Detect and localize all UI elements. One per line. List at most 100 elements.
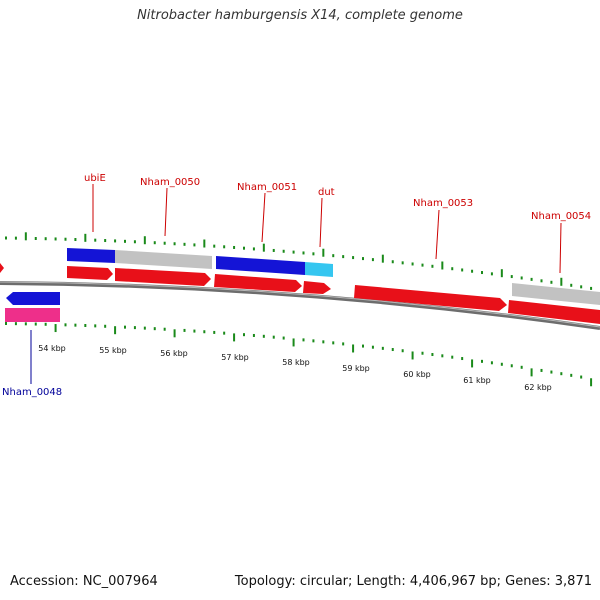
- gene-bar-ubiE[interactable]: [67, 248, 115, 263]
- tick-mark: [352, 344, 355, 353]
- tick-mark: [153, 241, 156, 245]
- tick-mark: [14, 236, 17, 240]
- gene-bar-Nham_0048[interactable]: [5, 308, 60, 322]
- tick-mark: [481, 359, 483, 363]
- tick-mark: [272, 248, 275, 252]
- gene-arrow-dut[interactable]: [303, 281, 331, 294]
- tick-mark: [362, 257, 364, 261]
- gene-arrow-Nham_0053[interactable]: [354, 285, 507, 311]
- tick-mark: [143, 236, 146, 245]
- tick-mark: [64, 237, 67, 241]
- tick-mark: [243, 333, 245, 337]
- tick-mark: [262, 334, 265, 338]
- tick-mark: [590, 286, 593, 290]
- tick-mark: [44, 322, 47, 326]
- tick-mark: [461, 357, 464, 361]
- tick-mark: [381, 254, 384, 263]
- tick-mark: [421, 263, 424, 267]
- gene-arrow-offscreen-left[interactable]: [0, 263, 4, 273]
- tick-mark: [203, 330, 206, 334]
- tick-mark: [104, 239, 107, 243]
- tick-mark: [391, 260, 394, 264]
- genome-title: Nitrobacter hamburgensis X14, complete g…: [137, 8, 463, 23]
- tick-label: 55 kbp: [99, 346, 127, 355]
- gene-bar-Nham_0054[interactable]: [512, 283, 600, 305]
- genome-backbone: [0, 281, 600, 330]
- tick-mark: [421, 351, 424, 355]
- tick-mark: [431, 264, 434, 268]
- accession-text: Accession: NC_007964: [10, 574, 158, 589]
- tick-mark: [540, 368, 543, 372]
- tick-mark: [302, 251, 305, 255]
- tick-mark: [124, 325, 126, 329]
- gene-arrow-Nham_0048[interactable]: [6, 292, 60, 305]
- tick-mark: [292, 250, 295, 254]
- tick-mark: [471, 269, 474, 273]
- tick-mark: [262, 243, 265, 252]
- gene-label-ubiE[interactable]: ubiE: [84, 173, 106, 184]
- gene-bar-Nham_0051[interactable]: [216, 256, 305, 275]
- gene-arrow-Nham_0051[interactable]: [214, 274, 302, 292]
- tick-mark: [500, 269, 503, 278]
- gene-label-Nham_0051[interactable]: Nham_0051: [237, 182, 297, 193]
- tick-mark: [580, 285, 583, 289]
- tick-mark: [124, 239, 126, 243]
- tick-mark: [560, 372, 563, 376]
- tick-mark: [243, 246, 245, 250]
- tick-label: 62 kbp: [524, 383, 552, 392]
- gene-bar-Nham_0050[interactable]: [115, 250, 212, 269]
- gene-bar-dut[interactable]: [305, 262, 333, 277]
- tick-mark: [520, 276, 523, 280]
- gene-arrow-Nham_0050[interactable]: [115, 268, 211, 286]
- tick-mark: [173, 242, 176, 246]
- tick-mark: [411, 262, 414, 266]
- leader-lines: [30, 184, 562, 384]
- tick-mark: [14, 322, 17, 326]
- tick-mark: [54, 237, 57, 241]
- tick-mark: [371, 258, 374, 262]
- tick-mark: [411, 351, 414, 360]
- tick-mark: [24, 232, 27, 241]
- tick-mark: [570, 283, 573, 287]
- tick-mark: [510, 364, 513, 368]
- tick-mark: [213, 330, 216, 334]
- tick-mark: [34, 322, 37, 326]
- gene-label-dut[interactable]: dut: [318, 187, 335, 198]
- tick-mark: [590, 378, 593, 387]
- tick-mark: [530, 368, 533, 377]
- tick-mark: [371, 345, 374, 349]
- gene-arrow-ubiE[interactable]: [67, 266, 113, 280]
- gene-label-Nham_0053[interactable]: Nham_0053: [413, 198, 473, 209]
- tick-mark: [451, 355, 454, 359]
- tick-mark: [84, 233, 87, 242]
- tick-mark: [530, 277, 533, 281]
- gene-label-Nham_0054[interactable]: Nham_0054: [531, 211, 591, 222]
- tick-mark: [471, 359, 474, 368]
- tick-mark: [570, 373, 573, 377]
- tick-mark: [391, 348, 394, 352]
- tick-mark: [550, 370, 553, 374]
- tick-mark: [352, 256, 355, 260]
- tick-mark: [342, 255, 345, 259]
- gene-label-Nham_0048[interactable]: Nham_0048: [2, 387, 62, 398]
- tick-mark: [302, 338, 305, 342]
- tick-mark: [233, 245, 236, 249]
- gene-label-Nham_0050[interactable]: Nham_0050: [140, 177, 200, 188]
- scale-tick-labels: 54 kbp 55 kbp 56 kbp 57 kbp 58 kbp 59 kbp 60 k…: [38, 344, 552, 392]
- tick-mark: [5, 236, 7, 240]
- scale-ticks-lower: [5, 322, 593, 387]
- tick-label: 61 kbp: [463, 376, 491, 385]
- tick-mark: [272, 335, 275, 339]
- tick-mark: [133, 240, 136, 244]
- tick-mark: [332, 254, 335, 258]
- tick-mark: [282, 336, 285, 340]
- topology-text: Topology: circular; Length: 4,406,967 bp…: [234, 574, 592, 589]
- tick-mark: [223, 331, 226, 335]
- tick-mark: [481, 271, 483, 275]
- tick-mark: [173, 329, 176, 338]
- tick-mark: [133, 326, 136, 330]
- tick-mark: [362, 344, 364, 348]
- gene-arrow-Nham_0054[interactable]: [508, 300, 600, 324]
- tick-mark: [252, 247, 255, 251]
